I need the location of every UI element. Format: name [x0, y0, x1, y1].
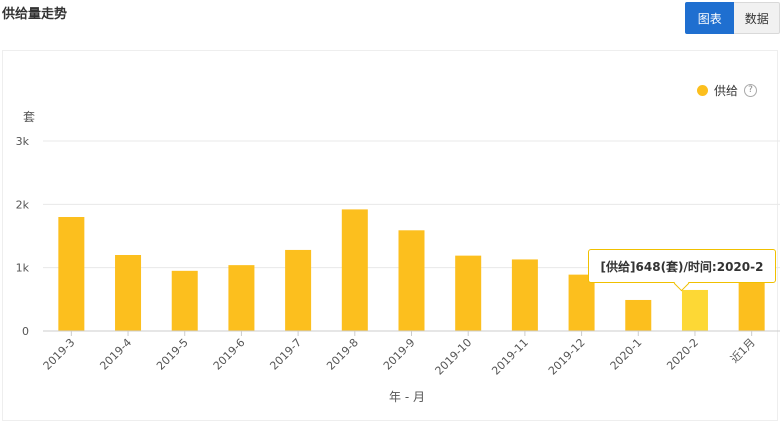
- help-icon[interactable]: ?: [744, 84, 758, 97]
- x-tick-label: 2019-9: [381, 336, 418, 373]
- y-tick-label: 2k: [16, 198, 30, 211]
- x-tick-label: 2019-10: [433, 336, 475, 378]
- bar-2019-3[interactable]: [58, 217, 85, 331]
- x-tick-label: 2019-4: [97, 336, 134, 373]
- bar-2019-7[interactable]: [285, 249, 312, 331]
- x-tick-label: 2019-6: [211, 336, 248, 373]
- y-tick-label: 3k: [16, 135, 30, 148]
- bar-2019-10[interactable]: [455, 255, 482, 331]
- x-tick-label: 2019-7: [267, 336, 304, 373]
- page-title: 供给量走势: [2, 7, 68, 22]
- x-tick-label: 2019-3: [41, 336, 78, 373]
- x-tick-label: 2019-5: [154, 336, 191, 373]
- bar-2020-2[interactable]: [681, 289, 708, 331]
- chart-panel: [2, 50, 778, 421]
- x-tick-label: 2020-2: [664, 336, 701, 373]
- bar-2019-8[interactable]: [341, 209, 368, 331]
- legend-label[interactable]: 供给: [714, 84, 739, 98]
- chart-tooltip: [供给]648(套)/时间:2020-2: [588, 249, 776, 292]
- x-tick-label: 2019-12: [546, 336, 588, 378]
- x-tick-label: 2019-11: [489, 336, 531, 378]
- bar-2019-5[interactable]: [171, 270, 198, 331]
- x-axis-label: 年 - 月: [389, 390, 425, 404]
- bar-2019-6[interactable]: [228, 265, 255, 331]
- legend: 供给 ?: [697, 82, 758, 99]
- x-tick-label: 近1月: [728, 336, 758, 366]
- bar-2019-9[interactable]: [398, 230, 425, 331]
- tooltip-text: [供给]648(套)/时间:2020-2: [600, 259, 764, 274]
- bar-2019-12[interactable]: [568, 274, 595, 331]
- legend-swatch: [697, 85, 708, 96]
- y-axis-label: 套: [23, 110, 35, 124]
- y-tick-label: 1k: [16, 262, 30, 275]
- bar-近1月[interactable]: [738, 282, 765, 331]
- chart-view-button[interactable]: 图表: [685, 2, 735, 34]
- x-tick-label: 2020-1: [608, 336, 645, 373]
- bar-2019-11[interactable]: [511, 259, 538, 331]
- y-tick-label: 0: [22, 325, 29, 338]
- bar-2019-4[interactable]: [115, 255, 142, 331]
- x-tick-label: 2019-8: [324, 336, 361, 373]
- bar-2020-1[interactable]: [625, 299, 652, 331]
